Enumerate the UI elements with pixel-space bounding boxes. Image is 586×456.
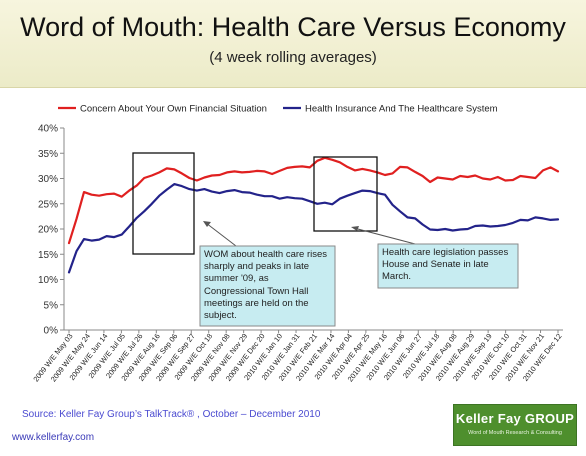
y-tick-label: 15% bbox=[38, 250, 58, 261]
logo-tagline: Word of Mouth Research & Consulting bbox=[468, 430, 562, 436]
annotation-legislation-text-wrap: Health care legislation passes House and… bbox=[382, 247, 509, 283]
website-link[interactable]: www.kellerfay.com bbox=[12, 432, 95, 443]
y-tick-label: 30% bbox=[38, 174, 58, 185]
page-subtitle: (4 week rolling averages) bbox=[209, 49, 377, 66]
y-tick-label: 0% bbox=[44, 326, 59, 337]
y-tick-label: 35% bbox=[38, 149, 58, 160]
annotation-legislation-box bbox=[377, 243, 519, 289]
legend-label-1: Concern About Your Own Financial Situati… bbox=[80, 104, 267, 115]
annotation-arrow-wom bbox=[205, 222, 237, 247]
logo-name: Keller Fay GROUP bbox=[455, 411, 575, 426]
source-note: Source: Keller Fay Group’s TalkTrack® , … bbox=[22, 409, 321, 420]
page-title: Word of Mouth: Health Care Versus Econom… bbox=[20, 12, 566, 42]
annotation-wom-text-wrap: WOM about health care rises sharply and … bbox=[204, 249, 328, 322]
y-tick-label: 40% bbox=[38, 124, 58, 135]
annotation-wom-box bbox=[199, 245, 336, 327]
line-chart: 0%5%10%15%20%25%30%35%40%2009 W/E May 03… bbox=[31, 104, 563, 384]
annotation-arrow-legislation bbox=[353, 227, 420, 246]
annotation-wom-text: WOM about health care rises sharply and … bbox=[204, 249, 328, 322]
legend-label-2: Health Insurance And The Healthcare Syst… bbox=[305, 104, 498, 115]
highlight-box-summer-2009 bbox=[132, 152, 195, 255]
y-tick-label: 25% bbox=[38, 199, 58, 210]
y-tick-label: 20% bbox=[38, 225, 58, 236]
annotation-arrowhead-wom bbox=[203, 221, 211, 227]
chart-area: 0% 5% 10% 15% 20% 25% 30% 35% 40% 2009 W/E May 03… bbox=[0, 88, 586, 398]
y-tick-label: 5% bbox=[44, 300, 59, 311]
keller-fay-logo: Keller Fay GROUP Word of Mouth Research … bbox=[453, 404, 577, 446]
annotation-arrowhead-legislation bbox=[351, 226, 359, 231]
highlight-box-march-2010 bbox=[313, 156, 378, 232]
annotation-legislation-text: Health care legislation passes House and… bbox=[382, 247, 509, 283]
y-tick-label: 10% bbox=[38, 275, 58, 286]
header-banner: Word of Mouth: Health Care Versus Econom… bbox=[0, 0, 586, 88]
